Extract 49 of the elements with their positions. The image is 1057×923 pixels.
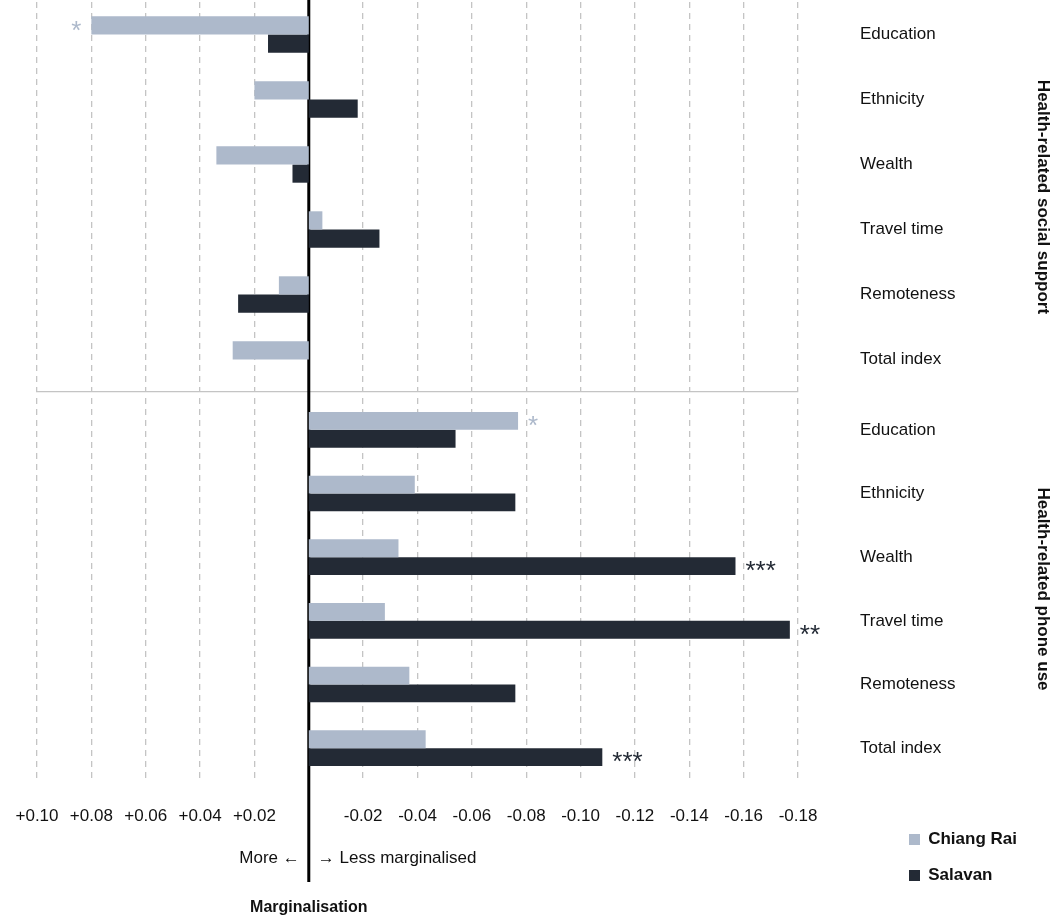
y-tick-label: Ethnicity: [860, 483, 925, 503]
y-tick-label: Ethnicity: [860, 89, 925, 109]
legend-label: Salavan: [928, 865, 993, 885]
y-tick-label: Education: [860, 24, 936, 44]
y2-axis-title: Health-related phone use: [1034, 487, 1054, 691]
y-tick-label: Wealth: [860, 546, 913, 566]
bar: [238, 294, 309, 313]
annotation: *: [71, 14, 82, 45]
bar: [268, 34, 309, 53]
annotation: ***: [612, 746, 643, 777]
legend-label: Chiang Rai: [928, 829, 1017, 849]
x-tick-label: -0.18: [778, 805, 818, 825]
x-tick-label: -0.04: [398, 805, 437, 825]
text: → Less marginalised: [317, 847, 477, 867]
x-tick-label: +0.06: [124, 805, 168, 825]
x-tick-label: -0.14: [669, 805, 709, 825]
x-tick-label: +0.08: [69, 805, 113, 825]
y-tick-label: Travel time: [860, 610, 944, 630]
x-tick-label: -0.12: [615, 805, 655, 825]
bar: [278, 276, 309, 295]
y-tick-label: Travel time: [860, 219, 944, 239]
x-tick-label: -0.02: [343, 805, 383, 825]
bar: [91, 16, 309, 35]
y-tick-label: Education: [860, 419, 936, 439]
y-tick-label: Wealth: [860, 154, 913, 174]
bar: [308, 99, 358, 118]
bar: [292, 164, 309, 183]
bar: [308, 211, 323, 230]
y-tick-label: Remoteness: [860, 284, 956, 304]
x-tick-label: -0.10: [561, 805, 600, 825]
annotation: *: [528, 410, 539, 441]
annotation: ***: [745, 555, 776, 586]
y-tick-label: Total index: [860, 737, 942, 757]
x-tick-label: -0.16: [724, 805, 764, 825]
x-tick-label: +0.02: [232, 805, 276, 825]
x-axis-title: Marginalisation: [250, 898, 368, 916]
x-tick-label: +0.04: [178, 805, 222, 825]
bar: [308, 229, 380, 248]
x-tick-label: -0.06: [452, 805, 492, 825]
y2-axis-title: Health-related social support: [1034, 79, 1054, 315]
y-tick-label: Remoteness: [860, 674, 956, 694]
bar: [216, 146, 309, 165]
annotation: **: [799, 618, 821, 649]
bar: [254, 81, 309, 100]
bar: [232, 341, 309, 360]
x-tick-label: -0.08: [506, 805, 546, 825]
x-tick-label: +0.10: [15, 805, 59, 825]
y-tick-label: Total index: [860, 349, 942, 369]
text: More ←: [239, 847, 300, 867]
